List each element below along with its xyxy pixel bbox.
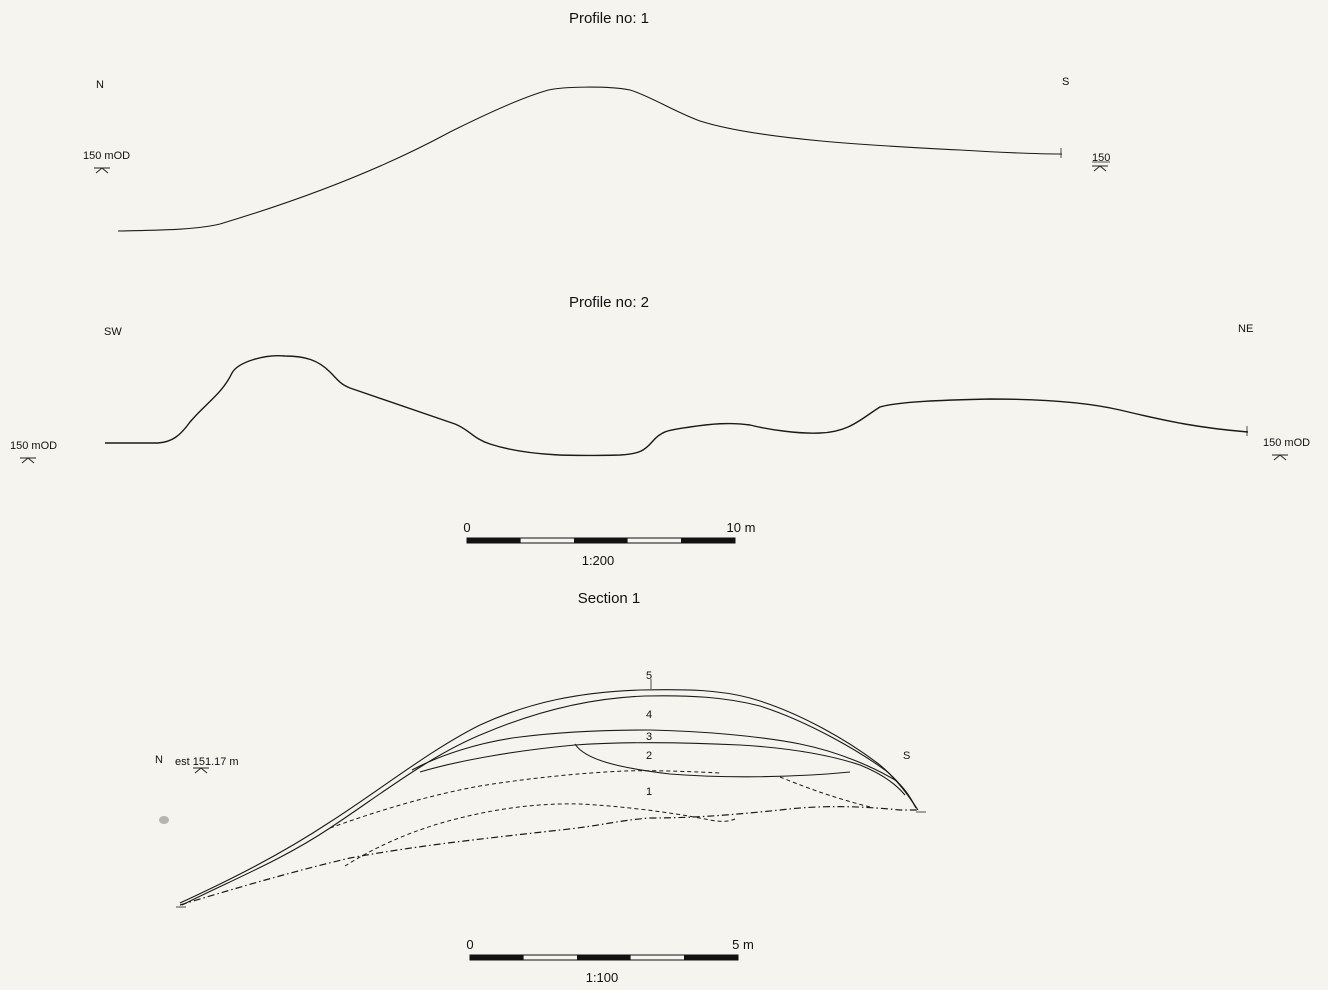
section-1-left-direction: N [155, 754, 163, 766]
section-1-layer-5-top [179, 689, 919, 904]
section-1-layer-2-pit [574, 743, 851, 778]
section-1-lower-layer [344, 803, 736, 867]
datum-marker-icon [94, 167, 110, 174]
profile-1-title: Profile no: 1 [569, 10, 649, 27]
section-1-layer-label-4: 4 [646, 709, 652, 721]
section-1-layer-1-top [329, 770, 721, 829]
section-1-datum-label: est 151.17 m [175, 756, 239, 768]
section-1-layer-label-1: 1 [646, 786, 652, 798]
profile-2-left-datum: 150 mOD [10, 440, 57, 464]
profile-1-right-direction: S [1062, 76, 1069, 88]
section-1: Section 1 N S est 151.17 m 5 4 3 2 [155, 590, 926, 908]
datum-marker-icon [1272, 454, 1288, 461]
scale-bar-2-end-label: 5 m [732, 937, 754, 952]
section-1-layer-1-cut [779, 776, 871, 808]
section-1-layer-2-top [419, 742, 906, 796]
profile-2-title: Profile no: 2 [569, 294, 649, 311]
datum-marker-icon [20, 457, 36, 464]
scale-bar-2-ratio: 1:100 [586, 970, 619, 985]
datum-marker-icon [1092, 165, 1108, 172]
smudge-mark-icon [159, 816, 169, 824]
scale-bar-2: 0 5 m 1:100 [466, 937, 753, 985]
section-1-right-direction: S [903, 750, 910, 762]
profile-1-ground-line [117, 86, 1063, 232]
profile-1-right-datum-label: 150 [1092, 152, 1110, 164]
profile-1-left-datum: 150 mOD [83, 150, 130, 174]
profile-1-left-datum-label: 150 mOD [83, 150, 130, 162]
section-1-datum: est 151.17 m [175, 756, 239, 774]
profile-2-right-datum-label: 150 mOD [1263, 437, 1310, 449]
profile-2-left-direction: SW [104, 326, 122, 338]
section-1-layer-label-3: 3 [646, 731, 652, 743]
section-1-title: Section 1 [578, 590, 641, 607]
profile-1-right-datum: 150 [1092, 152, 1110, 172]
section-1-layer-3-top [411, 729, 917, 809]
profile-2-right-direction: NE [1238, 323, 1253, 335]
profile-1: Profile no: 1 N S 150 mOD 150 [83, 10, 1110, 232]
profile-2-ground-line [105, 355, 1249, 457]
section-1-layer-label-5: 5 [646, 670, 652, 682]
profile-2-left-datum-label: 150 mOD [10, 440, 57, 452]
profile-1-left-direction: N [96, 79, 104, 91]
section-1-natural-ground [179, 806, 918, 906]
scale-bar-1-ratio: 1:200 [582, 553, 615, 568]
section-1-layer-4-top [181, 695, 917, 906]
profile-2: Profile no: 2 SW NE 150 mOD 150 mOD [10, 294, 1310, 464]
datum-marker-icon [193, 767, 209, 774]
scale-bar-2-start-label: 0 [466, 937, 473, 952]
scale-bar-1: 0 10 m 1:200 [463, 520, 755, 568]
scale-bar-1-start-label: 0 [463, 520, 470, 535]
profile-2-right-datum: 150 mOD [1263, 437, 1310, 461]
section-1-layer-label-2: 2 [646, 750, 652, 762]
scale-bar-1-end-label: 10 m [727, 520, 756, 535]
